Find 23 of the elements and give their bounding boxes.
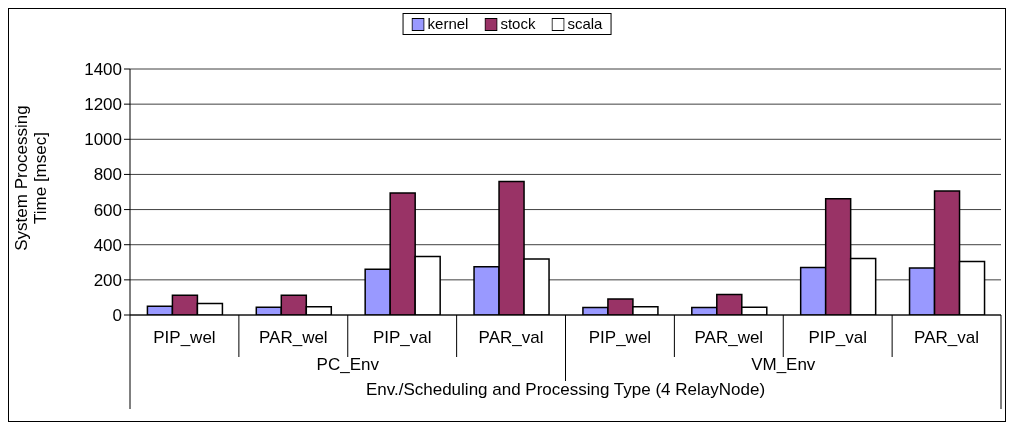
legend-label: scala <box>567 14 603 34</box>
y-tick-label: 200 <box>93 270 122 290</box>
text: PC_Env <box>315 355 380 375</box>
x-tick-label: PAR_wel <box>694 328 764 347</box>
legend-label: stock <box>500 14 536 34</box>
text: VM_Env <box>750 355 817 375</box>
y-tick-label: 800 <box>93 165 122 185</box>
y-tick-label: 1400 <box>84 60 122 80</box>
x-tick-label: PAR_val <box>478 328 544 347</box>
x-tick-label: PAR_val <box>914 328 980 347</box>
y-tick-label: 1000 <box>84 130 122 150</box>
y-tick-label: 1200 <box>84 95 122 115</box>
x-tick-label: PIP_wel <box>588 328 652 347</box>
y-tick-label: 600 <box>93 200 122 220</box>
x-tick-label: PIP_val <box>808 328 867 347</box>
y-tick-label: 400 <box>93 235 122 255</box>
x-axis-title: Env./Scheduling and Processing Type (4 RelayNode) <box>364 380 767 400</box>
x-tick-label: PIP_wel <box>153 328 216 347</box>
legend-label: kernel <box>427 14 469 34</box>
y-axis-title: System Processing Time [msec] <box>12 104 50 253</box>
x-tick-label: PIP_val <box>372 328 432 347</box>
x-tick-label: PAR_wel <box>258 328 328 347</box>
y-tick-label: 0 <box>112 306 122 326</box>
